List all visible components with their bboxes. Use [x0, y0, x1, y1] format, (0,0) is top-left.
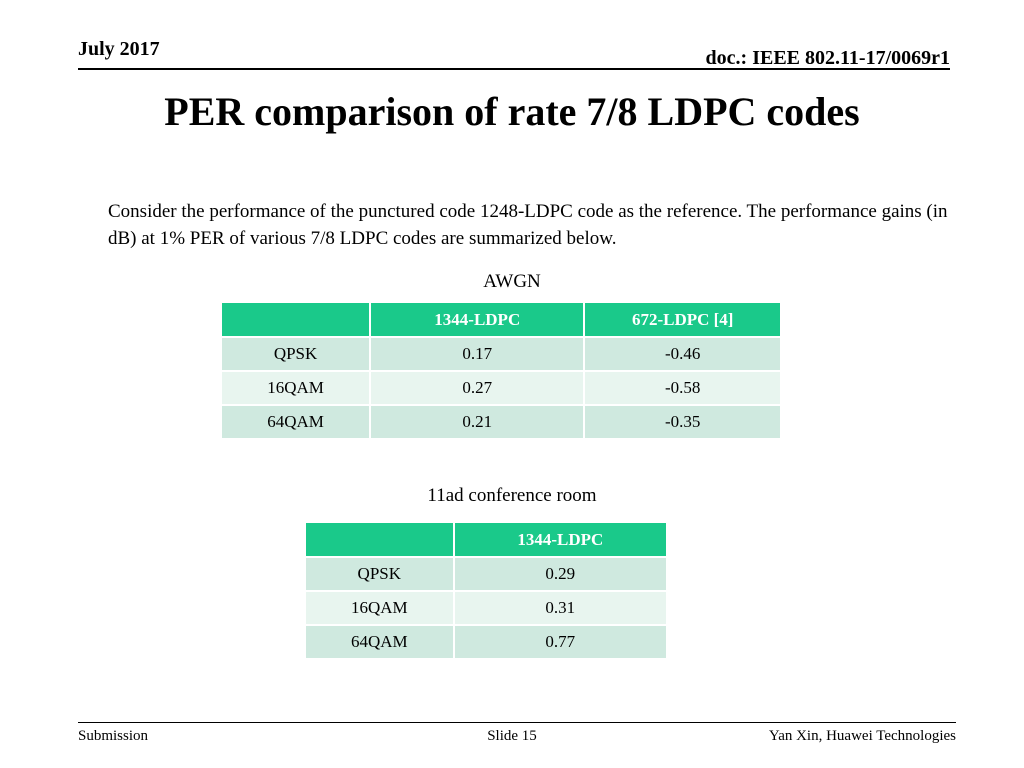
table-cell: 0.21	[369, 404, 586, 440]
table-cell: QPSK	[219, 336, 372, 372]
table-cell: 16QAM	[219, 370, 372, 406]
table-cell: -0.46	[583, 336, 782, 372]
table-row: QPSK 0.17 -0.46	[219, 336, 782, 372]
slide-title: PER comparison of rate 7/8 LDPC codes	[164, 89, 860, 134]
column-header	[304, 521, 455, 558]
table-row: 64QAM 0.21 -0.35	[219, 404, 782, 440]
awgn-table: 1344-LDPC 672-LDPC [4] QPSK 0.17 -0.46 1…	[219, 301, 782, 440]
column-header	[219, 301, 372, 338]
table-cell: 64QAM	[304, 624, 455, 660]
body-paragraph: Consider the performance of the puncture…	[108, 201, 948, 249]
header-doc-id: doc.: IEEE 802.11-17/0069r1	[705, 47, 950, 69]
table-header-row: 1344-LDPC 672-LDPC [4]	[219, 301, 782, 338]
column-header: 672-LDPC [4]	[583, 301, 782, 338]
column-header: 1344-LDPC	[369, 301, 586, 338]
footer-submission: Submission	[78, 728, 149, 744]
conference-table: 1344-LDPC QPSK 0.29 16QAM 0.31 64QAM 0.7…	[304, 521, 669, 660]
column-header: 1344-LDPC	[452, 521, 669, 558]
table-cell: 64QAM	[219, 404, 372, 440]
table-row: 16QAM 0.27 -0.58	[219, 370, 782, 406]
header-rule	[78, 68, 950, 70]
table-cell: 0.29	[452, 556, 669, 592]
table-cell: 0.27	[369, 370, 586, 406]
table-cell: 0.17	[369, 336, 586, 372]
footer-slide-number: Slide 15	[487, 728, 537, 744]
table-row: 64QAM 0.77	[304, 624, 669, 660]
conference-caption: 11ad conference room	[427, 485, 597, 506]
table-row: QPSK 0.29	[304, 556, 669, 592]
header-date: July 2017	[78, 38, 160, 60]
table-row: 16QAM 0.31	[304, 590, 669, 626]
table-cell: -0.58	[583, 370, 782, 406]
table-cell: 0.31	[452, 590, 669, 626]
awgn-caption: AWGN	[483, 271, 541, 292]
table-cell: QPSK	[304, 556, 455, 592]
table-cell: -0.35	[583, 404, 782, 440]
table-cell: 0.77	[452, 624, 669, 660]
table-cell: 16QAM	[304, 590, 455, 626]
table-header-row: 1344-LDPC	[304, 521, 669, 558]
footer-author: Yan Xin, Huawei Technologies	[768, 728, 956, 744]
footer-rule	[78, 722, 956, 723]
